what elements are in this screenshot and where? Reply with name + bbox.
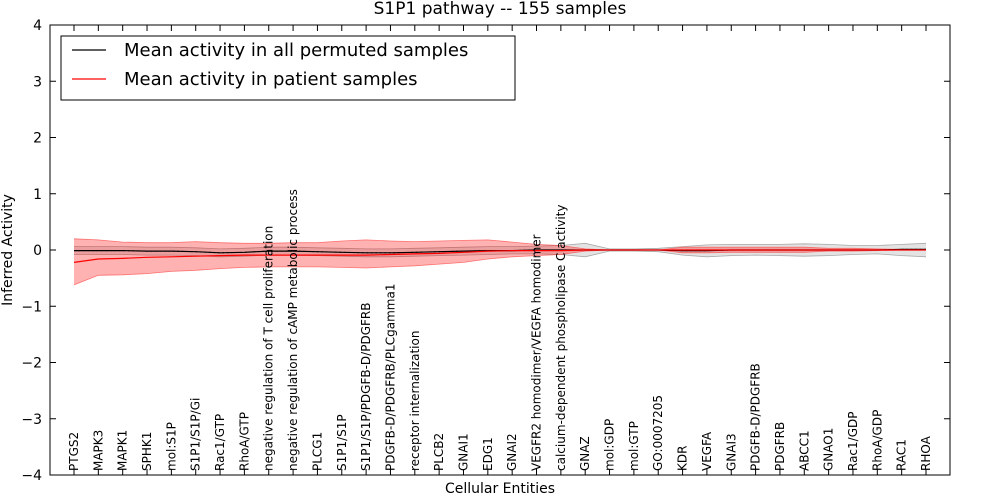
xtick-label-33: RhoA/GDP [870, 410, 884, 471]
xtick-label-24: GO:0007205 [651, 395, 665, 471]
xtick-label-10: PLCG1 [310, 432, 324, 471]
legend-label-permuted: Mean activity in all permuted samples [124, 40, 468, 61]
xtick-label-7: RhoA/GTP [237, 412, 251, 471]
ytick-label-5: −1 [21, 299, 42, 315]
xtick-label-12: S1P1/S1P/PDGFB-D/PDGFRB [359, 303, 373, 471]
ytick-label-8: −4 [21, 468, 42, 484]
xtick-label-11: S1P1/S1P [335, 414, 349, 471]
plot-frame [49, 24, 951, 476]
band-lower-edge-permuted [74, 250, 927, 258]
y-axis-label: Inferred Activity [0, 194, 16, 306]
xtick-label-3: SPHK1 [140, 432, 154, 471]
xtick-label-35: RHOA [919, 435, 933, 471]
xtick-label-27: GNAI3 [724, 433, 738, 471]
xtick-label-15: PLCB2 [432, 433, 446, 471]
xtick-label-6: Rac1/GTP [213, 414, 227, 471]
xtick-label-22: mol:GDP [603, 419, 617, 471]
xtick-label-8: negative regulation of T cell proliferat… [262, 226, 276, 471]
line-mean-patient [73, 249, 926, 263]
band-upper-edge-permuted [74, 242, 927, 250]
xtick-label-32: Rac1/GDP [846, 412, 860, 471]
xtick-label-25: KDR [676, 446, 690, 471]
xtick-label-0: PTGS2 [67, 432, 81, 471]
xtick-label-21: GNAZ [578, 436, 592, 471]
xtick-label-5: S1P1/S1P/Gi [189, 398, 203, 471]
ytick-label-2: 2 [33, 131, 42, 147]
xtick-label-30: ABCC1 [797, 430, 811, 471]
xtick-label-34: RAC1 [895, 439, 909, 471]
ytick-label-4: 0 [33, 243, 42, 259]
legend-box [60, 35, 516, 101]
chart-title: S1P1 pathway -- 155 samples [374, 0, 627, 19]
xtick-label-9: negative regulation of cAMP metabolic pr… [286, 189, 300, 471]
series-lines [73, 248, 927, 263]
confidence-bands [73, 238, 927, 286]
xtick-label-18: GNAI2 [505, 433, 519, 471]
legend-label-patient: Mean activity in patient samples [124, 69, 418, 90]
xtick-label-1: MAPK3 [91, 430, 105, 471]
x-tick-labels: PTGS2 MAPK3 MAPK1 SPHK1 mol:S1P S1P1/S1P/Gi Ra… [67, 189, 933, 471]
xtick-label-20: calcium-dependent phospholipase C activi… [554, 205, 568, 471]
xtick-label-23: mol:GTP [627, 421, 641, 471]
x-axis-label: Cellular Entities [445, 481, 555, 497]
ytick-label-0: 4 [33, 18, 42, 34]
legend: Mean activity in all permuted samples Me… [60, 35, 516, 101]
xtick-label-29: PDGFRB [773, 422, 787, 471]
axis-ticks: 4 3 2 1 0 −1 −2 −3 −4 [21, 18, 950, 484]
xtick-label-14: receptor internalization [408, 331, 422, 471]
xtick-label-16: GNAI1 [457, 433, 471, 471]
ytick-label-1: 3 [33, 74, 42, 90]
band-upper-edge-patient [73, 238, 926, 251]
xtick-label-31: GNAO1 [822, 428, 836, 471]
xtick-label-4: mol:S1P [164, 422, 178, 471]
xtick-label-26: VEGFA [700, 431, 714, 471]
xtick-label-19: VEGFR2 homodimer/VEGFA homodimer [530, 234, 544, 471]
xtick-label-13: PDGFB-D/PDGFRB/PLCgamma1 [384, 284, 398, 471]
xtick-label-17: EDG1 [481, 437, 495, 471]
ytick-label-7: −3 [21, 412, 42, 428]
xtick-label-2: MAPK1 [116, 430, 130, 471]
xtick-label-28: PDGFB-D/PDGFRB [749, 363, 763, 471]
ytick-label-6: −2 [21, 356, 42, 372]
band-lower-edge-patient [73, 249, 926, 286]
ytick-label-3: 1 [33, 187, 42, 203]
